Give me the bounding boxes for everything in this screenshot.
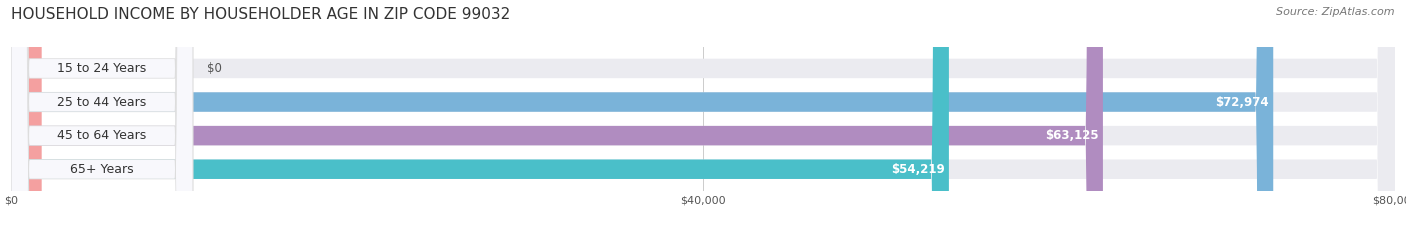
Text: 15 to 24 Years: 15 to 24 Years — [58, 62, 146, 75]
Text: $0: $0 — [207, 62, 222, 75]
FancyBboxPatch shape — [11, 0, 949, 233]
FancyBboxPatch shape — [11, 0, 193, 233]
FancyBboxPatch shape — [11, 0, 1395, 233]
Text: $54,219: $54,219 — [891, 163, 945, 176]
Text: HOUSEHOLD INCOME BY HOUSEHOLDER AGE IN ZIP CODE 99032: HOUSEHOLD INCOME BY HOUSEHOLDER AGE IN Z… — [11, 7, 510, 22]
FancyBboxPatch shape — [11, 0, 1395, 233]
Text: Source: ZipAtlas.com: Source: ZipAtlas.com — [1277, 7, 1395, 17]
Text: 25 to 44 Years: 25 to 44 Years — [58, 96, 146, 109]
Text: $63,125: $63,125 — [1045, 129, 1098, 142]
FancyBboxPatch shape — [11, 0, 193, 233]
FancyBboxPatch shape — [11, 0, 1395, 233]
FancyBboxPatch shape — [11, 0, 193, 233]
FancyBboxPatch shape — [11, 0, 42, 233]
Text: 45 to 64 Years: 45 to 64 Years — [58, 129, 146, 142]
Text: 65+ Years: 65+ Years — [70, 163, 134, 176]
FancyBboxPatch shape — [11, 0, 1395, 233]
FancyBboxPatch shape — [11, 0, 193, 233]
FancyBboxPatch shape — [11, 0, 1274, 233]
Text: $72,974: $72,974 — [1215, 96, 1270, 109]
FancyBboxPatch shape — [11, 0, 1102, 233]
